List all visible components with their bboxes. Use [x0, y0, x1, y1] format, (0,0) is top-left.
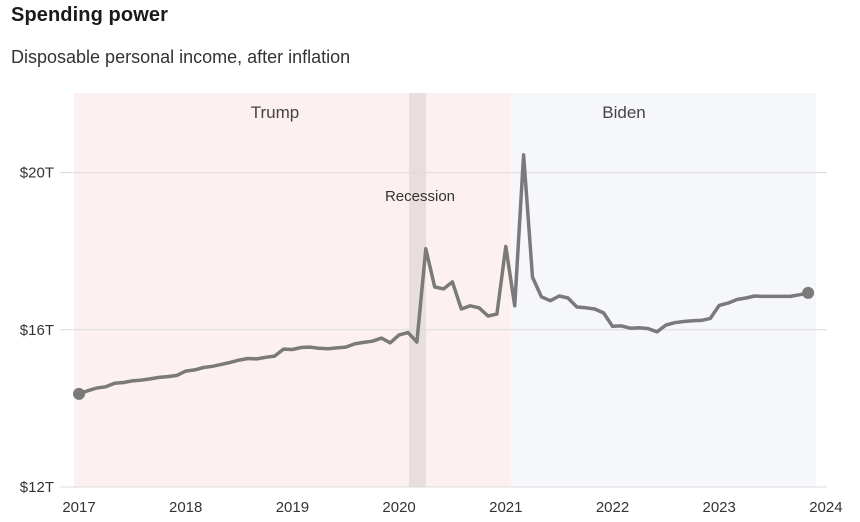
x-tick-label: 2017: [62, 499, 95, 516]
band-biden: [511, 93, 816, 487]
end-point-marker: [802, 286, 815, 299]
x-tick-label: 2022: [596, 499, 629, 516]
band-label-biden: Biden: [602, 103, 645, 122]
x-tick-label: 2024: [809, 499, 842, 516]
annotations: Recession: [385, 188, 455, 205]
x-tick-label: 2023: [703, 499, 736, 516]
series: [73, 153, 815, 400]
gridlines: [60, 172, 827, 488]
chart-subtitle: Disposable personal income, after inflat…: [11, 47, 351, 67]
band-trump: [74, 93, 512, 487]
recession-label: Recession: [385, 188, 455, 205]
x-tick-label: 2021: [489, 499, 522, 516]
y-axis: $12T $16T $20T: [20, 165, 54, 496]
x-axis: 2017 2018 2019 2020 2021 2022 2023 2024: [62, 499, 842, 516]
x-tick-label: 2019: [276, 499, 309, 516]
recession-band-group: [409, 93, 426, 487]
era-bands: [74, 93, 816, 487]
y-tick-label: $12T: [20, 479, 54, 496]
band-label-trump: Trump: [251, 103, 300, 122]
era-labels: Trump Biden: [251, 103, 646, 122]
y-tick-label: $20T: [20, 165, 54, 182]
y-tick-label: $16T: [20, 322, 54, 339]
series-line: [77, 153, 810, 396]
recession-band: [409, 93, 426, 487]
x-tick-label: 2018: [169, 499, 202, 516]
x-tick-label: 2020: [382, 499, 415, 516]
chart-title: Spending power: [11, 4, 168, 26]
start-point-marker: [73, 387, 85, 400]
